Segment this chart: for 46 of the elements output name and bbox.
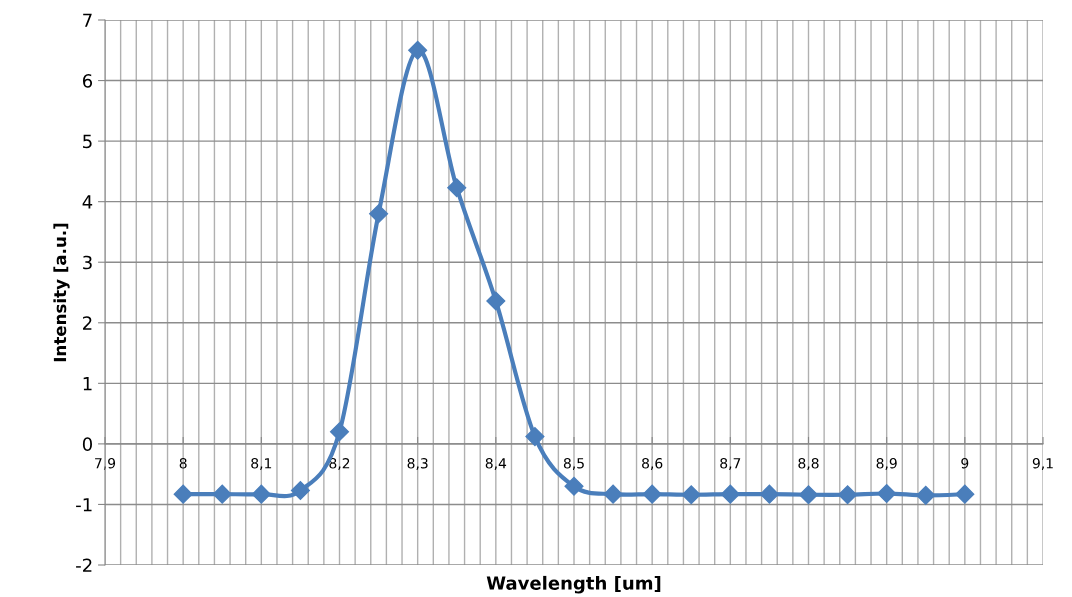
- point: [838, 485, 858, 505]
- y-tick-label: -1: [76, 498, 92, 512]
- point: [720, 484, 740, 504]
- y-tick-label: 6: [82, 74, 93, 88]
- x-tick-label: 8,3: [407, 458, 428, 470]
- x-tick-label: 8: [179, 458, 187, 469]
- point: [173, 484, 193, 504]
- point: [798, 485, 819, 505]
- x-tick-label: 8,6: [642, 458, 663, 470]
- x-tick-label: 8,1: [251, 458, 272, 470]
- y-tick-label: -2: [76, 558, 92, 572]
- point: [369, 204, 389, 224]
- point: [329, 422, 350, 442]
- point: [877, 484, 897, 504]
- x-tick-label: 8,5: [563, 458, 584, 470]
- x-tick-label: 8,8: [798, 458, 819, 470]
- y-tick-label: 5: [83, 134, 92, 149]
- point: [447, 178, 467, 198]
- point: [486, 291, 506, 311]
- y-tick-label: 7: [83, 13, 92, 27]
- x-tick-label: 9,1: [1032, 458, 1053, 470]
- point: [564, 476, 584, 496]
- x-tick-label: 8,2: [329, 458, 350, 470]
- y-tick-label: 2: [83, 316, 92, 330]
- point: [681, 485, 701, 505]
- x-tick-label: 8,9: [876, 458, 897, 470]
- point: [251, 484, 271, 504]
- point: [290, 480, 310, 501]
- point: [525, 427, 545, 447]
- y-axis-title: Intensity [a.u.]: [53, 223, 70, 362]
- x-tick-label: 7,9: [95, 458, 116, 470]
- y-tick-label: 4: [82, 195, 93, 209]
- point: [916, 485, 936, 505]
- point: [212, 484, 232, 504]
- point: [759, 484, 779, 504]
- x-tick-label: 8,4: [485, 458, 507, 470]
- x-tick-label: 9: [961, 458, 969, 469]
- point: [603, 484, 623, 504]
- y-tick-label: 1: [83, 377, 92, 391]
- y-tick-label: 3: [83, 255, 92, 270]
- x-tick-label: 8,7: [720, 458, 741, 470]
- point: [955, 484, 975, 504]
- x-axis-title: Wavelength [um]: [486, 575, 661, 594]
- y-tick-label: 0: [82, 437, 92, 452]
- point: [408, 40, 428, 60]
- point: [642, 484, 662, 504]
